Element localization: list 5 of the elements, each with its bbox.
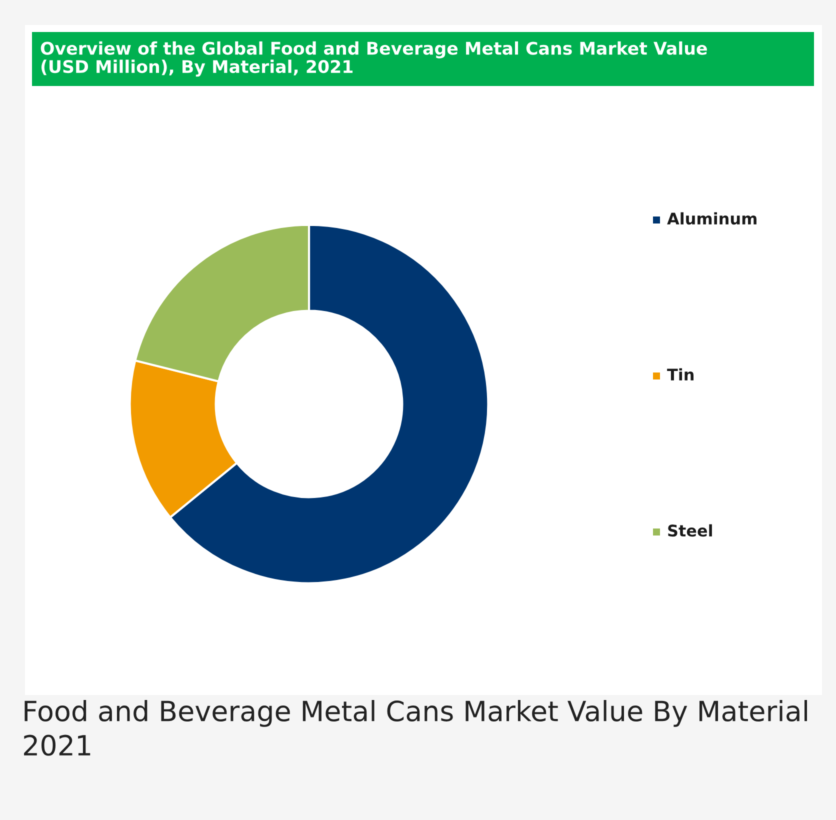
chart-title: Overview of the Global Food and Beverage Metal Cans Market Value (USD Million), By Material, 2021: [40, 41, 707, 77]
legend-label: Tin: [667, 368, 694, 380]
legend-label: Aluminum: [667, 212, 756, 225]
legend-label: Steel: [668, 524, 712, 537]
text: Food and Beverage Metal Cans Market Value By Material 2021: [24, 700, 808, 756]
